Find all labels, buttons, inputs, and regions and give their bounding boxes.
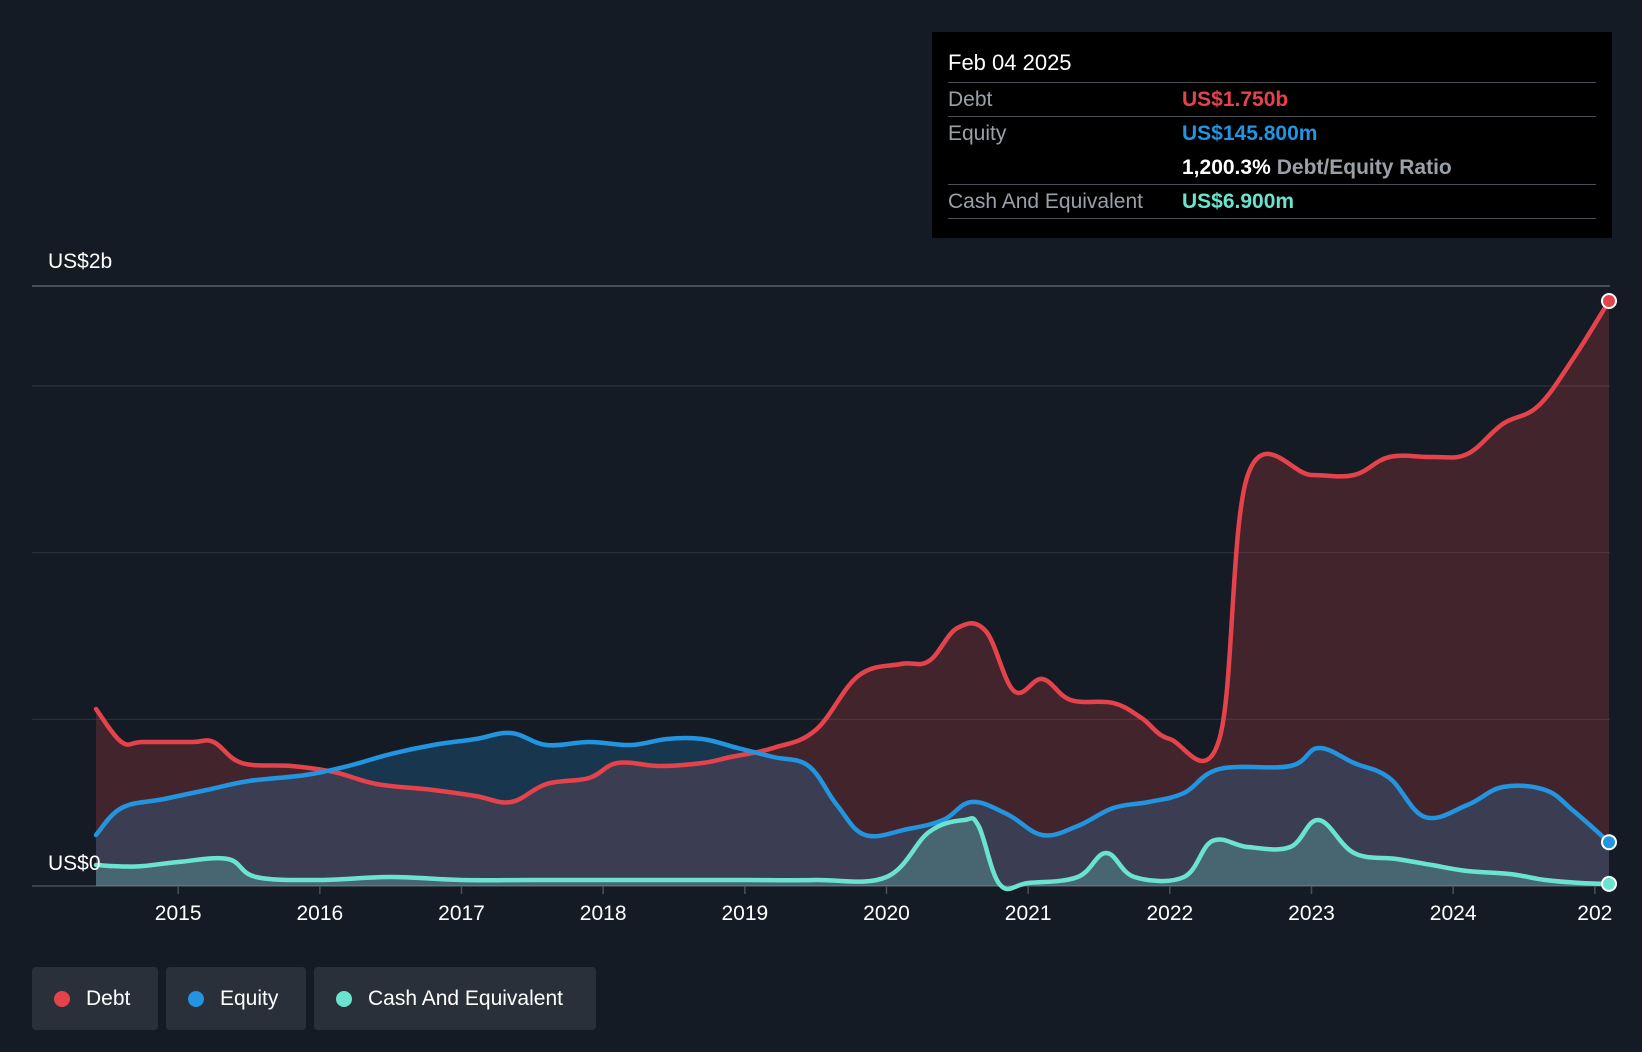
chart-tooltip: Feb 04 2025 Debt US$1.750b Equity US$145… [932,32,1612,238]
x-tick-label: 2020 [863,902,910,925]
tooltip-cash-value: US$6.900m [1182,189,1295,213]
legend-dot-cash-icon [336,990,352,1007]
chart-legend: Debt Equity Cash And Equivalent [32,967,596,1030]
tooltip-ratio-value: 1,200.3% [1182,155,1271,179]
cash-and-equivalent-end-marker [1601,875,1617,892]
equity-area [96,732,1609,886]
debt-line [93,298,1612,805]
equity-line [93,730,1612,845]
x-tick-label: 2024 [1430,902,1477,925]
x-tick-label: 2022 [1146,902,1193,925]
tooltip-cash-row: Cash And Equivalent US$6.900m [948,184,1596,219]
series-end-markers [1601,293,1617,892]
x-tick-label: 202 [1577,902,1612,925]
legend-label-cash: Cash And Equivalent [368,986,563,1010]
x-tick-label: 2015 [155,902,202,925]
tooltip-equity-value: US$145.800m [1182,121,1318,145]
grid-lines [32,285,1610,887]
series-lines [93,298,1612,892]
legend-dot-debt-icon [54,990,70,1007]
tooltip-date: Feb 04 2025 [948,50,1072,75]
y-axis-zero-label: US$0 [48,852,101,875]
legend-label-debt: Debt [86,986,131,1010]
series-areas [96,301,1609,890]
legend-label-equity: Equity [220,986,279,1010]
equity-end-marker [1601,834,1617,851]
legend-item-debt[interactable]: Debt [32,967,158,1030]
x-tick-label: 2018 [580,902,627,925]
debt-end-marker [1601,293,1617,309]
legend-item-equity[interactable]: Equity [166,967,306,1030]
cash-and-equivalent-area [96,818,1609,890]
tooltip-equity-row: Equity US$145.800m [948,116,1596,150]
tooltip-debt-row: Debt US$1.750b [948,82,1596,116]
x-axis-ticks: 2015 2016 2017 2018 2019 2020 2021 2022 2023 2024… [155,886,1612,925]
cash-and-equivalent-line [93,815,1612,892]
tooltip-ratio-row: 1,200.3% Debt/Equity Ratio [948,150,1596,184]
x-tick-label: 2021 [1005,902,1052,925]
x-tick-label: 2016 [296,902,343,925]
debt-area [96,301,1609,886]
x-tick-label: 2017 [438,902,485,925]
y-axis-max-label: US$2b [48,250,113,273]
tooltip-cash-label: Cash And Equivalent [948,189,1143,213]
legend-dot-equity-icon [188,990,204,1007]
x-tick-label: 2023 [1288,902,1335,925]
tooltip-equity-label: Equity [948,121,1007,145]
tooltip-ratio-label: Debt/Equity Ratio [1276,155,1452,179]
tooltip-debt-value: US$1.750b [1182,87,1289,111]
x-tick-label: 2019 [721,902,768,925]
legend-item-cash[interactable]: Cash And Equivalent [314,967,596,1030]
tooltip-debt-label: Debt [948,87,993,111]
